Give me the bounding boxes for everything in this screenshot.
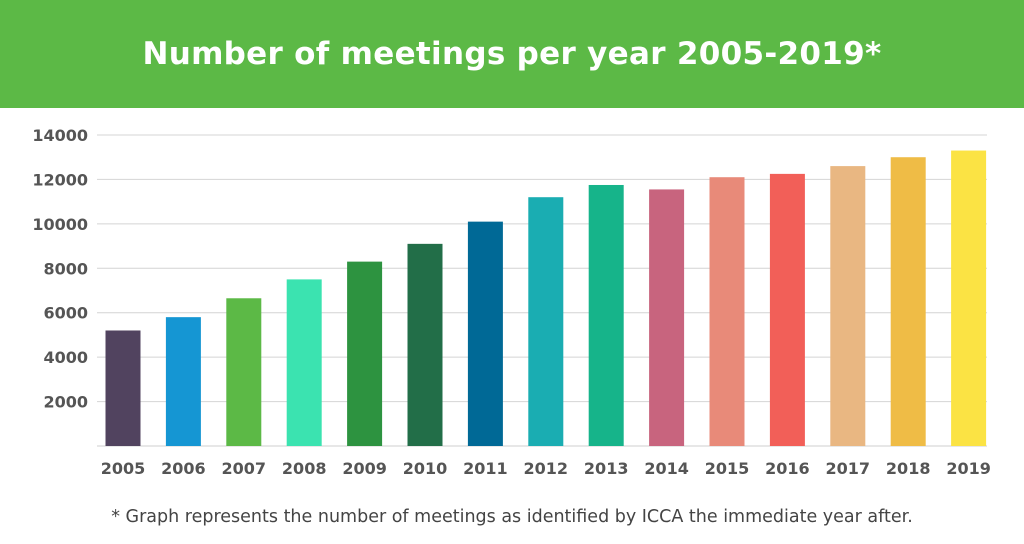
y-tick-label: 10000 [32, 215, 88, 234]
x-tick-label: 2013 [584, 459, 629, 478]
x-tick-label: 2008 [282, 459, 327, 478]
title-banner: Number of meetings per year 2005-2019* [0, 0, 1024, 108]
x-tick-label: 2017 [826, 459, 871, 478]
bar-2010 [407, 243, 443, 446]
x-tick-label: 2018 [886, 459, 931, 478]
y-tick-label: 8000 [43, 259, 88, 278]
bar-2011 [467, 221, 503, 446]
bar-2007 [226, 298, 262, 446]
x-tick-label: 2014 [644, 459, 689, 478]
x-tick-label: 2012 [524, 459, 569, 478]
bar-2017 [830, 166, 866, 446]
footnote: * Graph represents the number of meeting… [111, 507, 913, 527]
bar-2015 [709, 177, 745, 446]
bar-2018 [890, 157, 926, 446]
bar-2019 [951, 150, 987, 447]
bar-2013 [588, 184, 624, 446]
y-tick-label: 6000 [43, 304, 88, 323]
x-tick-label: 2011 [463, 459, 508, 478]
bar-2012 [528, 197, 564, 446]
y-tick-label: 2000 [43, 393, 88, 412]
chart-title: Number of meetings per year 2005-2019* [142, 36, 882, 72]
bar-2014 [649, 189, 685, 447]
x-tick-label: 2005 [101, 459, 146, 478]
x-tick-label: 2016 [765, 459, 810, 478]
x-tick-label: 2019 [946, 459, 991, 478]
x-tick-label: 2009 [342, 459, 387, 478]
x-tick-label: 2006 [161, 459, 206, 478]
x-tick-label: 2007 [222, 459, 267, 478]
x-tick-label: 2015 [705, 459, 750, 478]
bar-2016 [769, 173, 805, 446]
bar-2008 [286, 279, 322, 446]
bar-2006 [165, 317, 201, 446]
bar-2009 [347, 261, 383, 446]
y-tick-label: 12000 [32, 170, 88, 189]
bar-chart: 2000 4000 6000 8000 10000 12000 14000 2005 2006 2… [32, 126, 991, 478]
y-tick-label: 14000 [32, 126, 88, 145]
y-tick-label: 4000 [43, 348, 88, 367]
x-tick-label: 2010 [403, 459, 448, 478]
bar-2005 [105, 330, 141, 446]
